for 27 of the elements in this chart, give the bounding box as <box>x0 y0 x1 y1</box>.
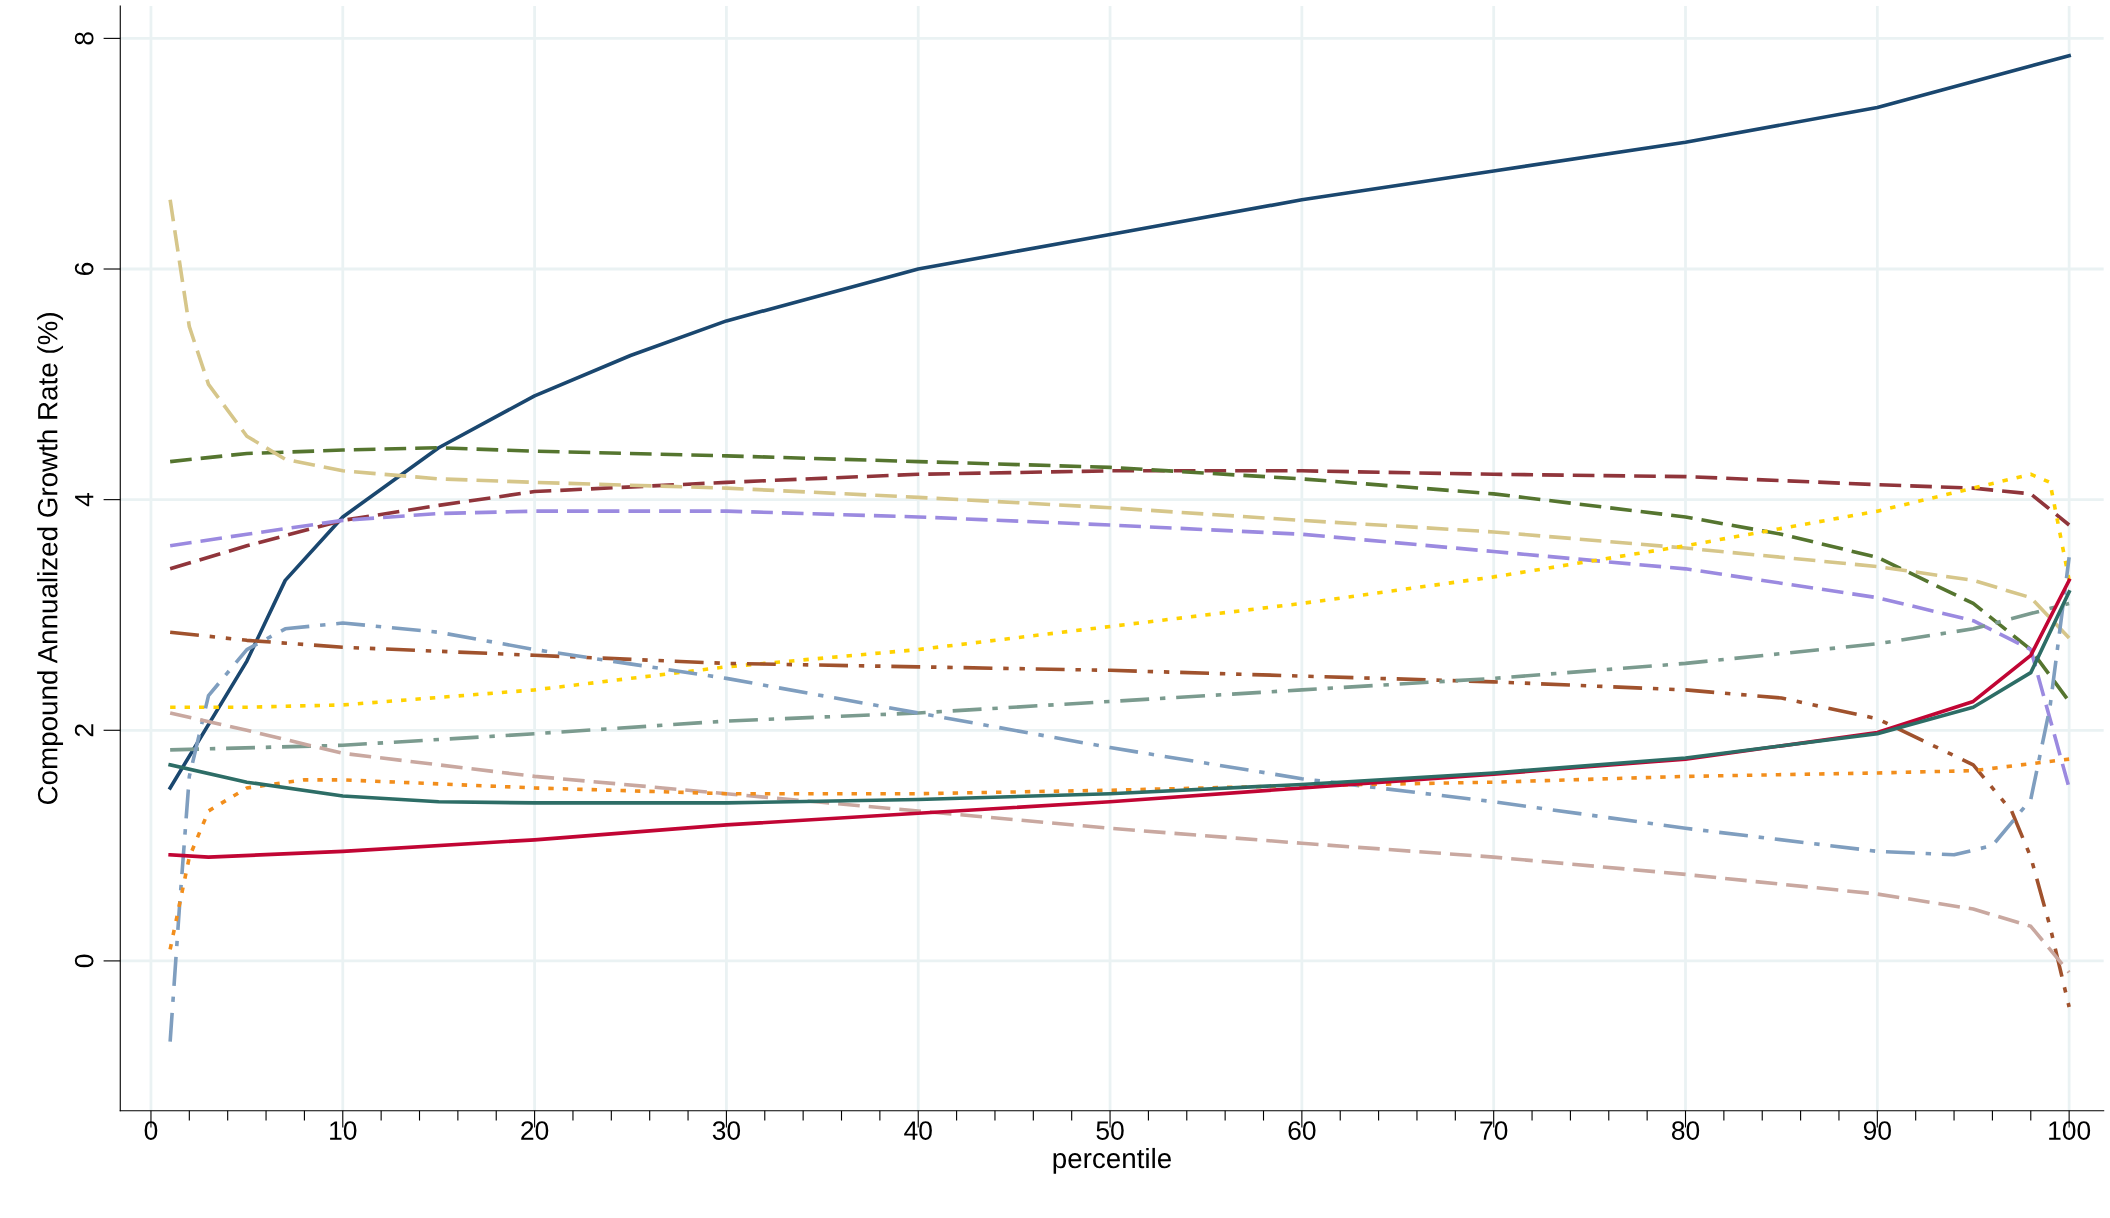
x-tick-label: 80 <box>1671 1121 1700 1140</box>
line-series <box>168 711 2071 975</box>
x-tick-label: 70 <box>1480 1121 1508 1140</box>
x-tick-label: 20 <box>521 1121 549 1140</box>
line-series <box>168 53 2071 790</box>
y-tick-label: 0 <box>74 954 94 968</box>
y-tick-label: 6 <box>74 262 94 276</box>
x-tick-label: 30 <box>712 1121 741 1140</box>
y-tick-label: 8 <box>74 32 94 45</box>
line-series <box>168 198 2071 640</box>
line-series <box>168 757 2071 952</box>
line-series <box>168 601 2071 752</box>
line-series <box>168 555 2071 1044</box>
x-tick-label: 60 <box>1288 1121 1316 1140</box>
line-series <box>168 630 2071 1009</box>
x-tick-label: 100 <box>2049 1121 2091 1140</box>
line-series <box>168 469 2071 571</box>
y-tick-label: 2 <box>74 724 94 737</box>
x-tick-label: 10 <box>330 1121 357 1140</box>
y-tick-label: 4 <box>75 493 94 507</box>
x-tick-label: 50 <box>1096 1121 1124 1140</box>
x-tick-label: 0 <box>144 1121 158 1140</box>
y-axis-title: Compound Annualized Growth Rate (%) <box>37 313 64 805</box>
x-axis-title: percentile <box>1053 1147 1171 1174</box>
line-series <box>168 590 2071 805</box>
x-tick-label: 40 <box>904 1121 932 1140</box>
x-tick-label: 90 <box>1863 1121 1891 1140</box>
